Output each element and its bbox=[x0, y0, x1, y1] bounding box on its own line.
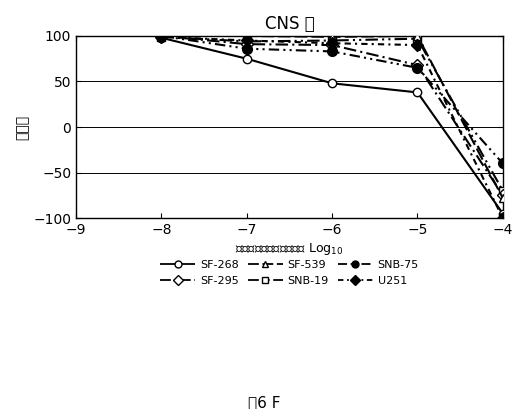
SF-295 bbox=[158, 34, 165, 38]
SF-539 bbox=[414, 34, 421, 38]
SNB-19 bbox=[329, 38, 335, 43]
Line: U251: U251 bbox=[157, 33, 507, 222]
SNB-19 bbox=[499, 188, 506, 193]
SF-295 bbox=[329, 43, 335, 47]
SNB-75 bbox=[329, 49, 335, 54]
SNB-19 bbox=[414, 36, 421, 41]
SF-268 bbox=[158, 35, 165, 40]
Line: SNB-19: SNB-19 bbox=[157, 33, 507, 195]
U251 bbox=[329, 41, 335, 46]
Y-axis label: 増殖率: 増殖率 bbox=[15, 115, 29, 139]
SNB-75 bbox=[243, 46, 250, 51]
SF-268 bbox=[329, 81, 335, 86]
SF-295 bbox=[499, 193, 506, 198]
U251 bbox=[158, 34, 165, 39]
SF-295 bbox=[243, 42, 250, 47]
SNB-75 bbox=[499, 161, 506, 166]
SF-539 bbox=[499, 196, 506, 200]
SNB-75 bbox=[158, 34, 165, 38]
SF-539 bbox=[243, 34, 250, 38]
Text: 図6 F: 図6 F bbox=[248, 395, 280, 409]
Title: CNS 癌: CNS 癌 bbox=[265, 15, 314, 33]
Line: SF-539: SF-539 bbox=[157, 32, 507, 202]
SF-539 bbox=[329, 34, 335, 39]
X-axis label: サンプル濃度（モル）の Log$_{10}$: サンプル濃度（モル）の Log$_{10}$ bbox=[235, 241, 344, 257]
Line: SNB-75: SNB-75 bbox=[156, 31, 508, 169]
U251 bbox=[414, 43, 421, 47]
Legend: SF-268, SF-295, SF-539, SNB-19, SNB-75, U251: SF-268, SF-295, SF-539, SNB-19, SNB-75, … bbox=[160, 260, 419, 285]
U251 bbox=[243, 38, 250, 43]
U251 bbox=[499, 216, 506, 220]
SF-295 bbox=[414, 63, 421, 67]
SF-268 bbox=[499, 211, 506, 216]
SF-539 bbox=[158, 34, 165, 38]
SNB-19 bbox=[243, 39, 250, 44]
SNB-75 bbox=[414, 65, 421, 70]
SF-268 bbox=[414, 90, 421, 95]
Line: SF-268: SF-268 bbox=[157, 34, 507, 218]
Line: SF-295: SF-295 bbox=[157, 32, 507, 200]
SF-268 bbox=[243, 56, 250, 61]
SNB-19 bbox=[158, 34, 165, 39]
